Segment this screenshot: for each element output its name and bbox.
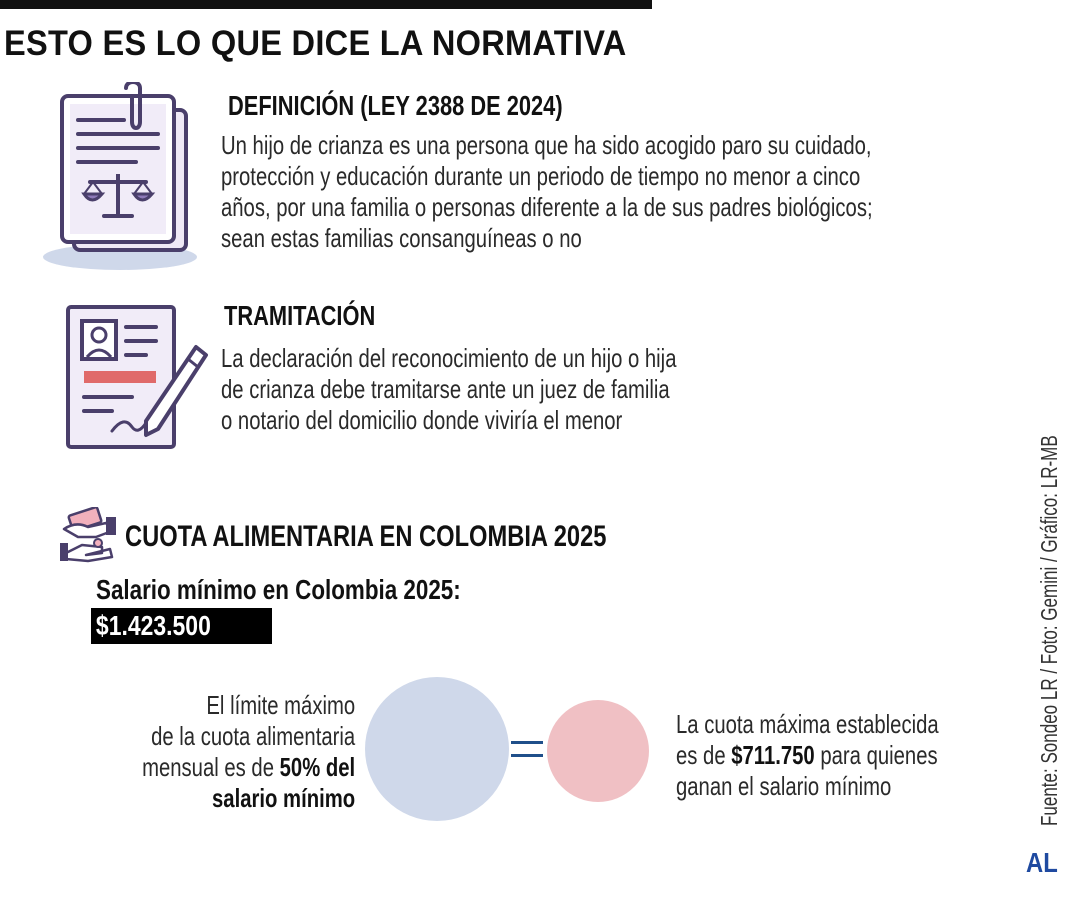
cuota-heading: CUOTA ALIMENTARIA EN COLOMBIA 2025 — [125, 520, 607, 553]
limit-description: El límite máximo de la cuota alimentaria… — [82, 690, 355, 814]
publication-logo: AL — [1026, 847, 1058, 878]
max-quota-line: La cuota máxima establecida — [676, 709, 939, 739]
limit-line: El límite máximo — [206, 690, 355, 720]
limit-line: de la cuota alimentaria — [150, 721, 355, 751]
definition-text: Un hijo de crianza es una persona que ha… — [221, 130, 1056, 254]
tramitacion-line: o notario del domicilio donde viviría el… — [221, 405, 623, 435]
tramitacion-text: La declaración del reconocimiento de un … — [221, 343, 805, 436]
salary-value: $1.423.500 — [91, 608, 272, 644]
tramitacion-heading: TRAMITACIÓN — [224, 300, 376, 331]
definition-line: Un hijo de crianza es una persona que ha… — [221, 130, 872, 160]
half-salary-circle — [547, 700, 649, 802]
top-rule — [0, 0, 652, 9]
legal-document-scales-icon — [40, 80, 202, 272]
max-quota-description: La cuota máxima establecida es de $711.7… — [676, 709, 1013, 802]
equals-sign — [511, 737, 543, 761]
max-quota-line: ganan el salario mínimo — [676, 771, 892, 801]
limit-line: salario mínimo — [211, 783, 355, 813]
max-quota-line: es de $711.750 para quienes — [676, 740, 938, 770]
source-credit: Fuente: Sondeo LR / Foto: Gemini / Gráfi… — [1036, 435, 1062, 826]
definition-line: sean estas familias consanguíneas o no — [221, 223, 582, 253]
signed-document-pen-icon — [62, 303, 212, 453]
hands-money-icon — [58, 506, 118, 563]
page-title: ESTO ES LO QUE DICE LA NORMATIVA — [4, 24, 627, 63]
tramitacion-line: de crianza debe tramitarse ante un juez … — [221, 374, 670, 404]
limit-line: mensual es de 50% del — [141, 752, 355, 782]
definition-line: protección y educación durante un period… — [221, 161, 861, 191]
full-salary-circle — [365, 677, 509, 821]
salary-label: Salario mínimo en Colombia 2025: — [96, 574, 461, 605]
tramitacion-line: La declaración del reconocimiento de un … — [221, 343, 677, 373]
definition-heading: DEFINICIÓN (LEY 2388 DE 2024) — [228, 90, 563, 121]
definition-line: años, por una familia o personas diferen… — [221, 192, 873, 222]
